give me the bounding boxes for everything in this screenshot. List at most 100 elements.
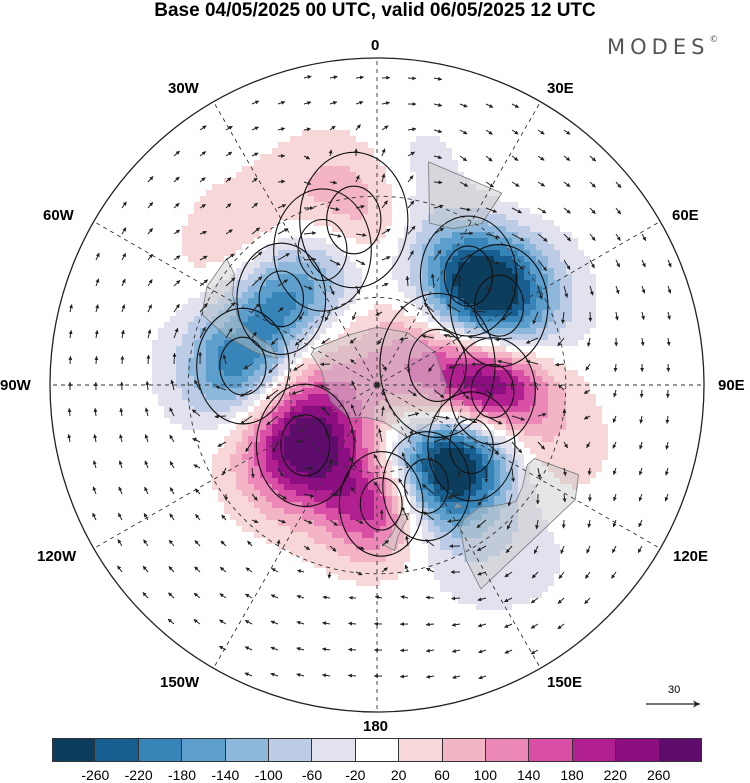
field-cell [422, 148, 428, 154]
field-cell [284, 496, 290, 502]
field-cell [428, 358, 434, 364]
field-cell [524, 238, 530, 244]
field-cell [404, 382, 410, 388]
field-cell [476, 478, 482, 484]
field-cell [476, 568, 482, 574]
field-cell [554, 454, 560, 460]
wind-arrow [537, 129, 545, 135]
field-cell [248, 214, 254, 220]
field-cell [278, 322, 284, 328]
field-cell [320, 202, 326, 208]
field-cell [380, 370, 386, 376]
field-cell [206, 238, 212, 244]
field-cell [302, 334, 308, 340]
field-cell [428, 220, 434, 226]
wind-arrow [348, 621, 357, 626]
wind-arrow [586, 337, 591, 347]
field-cell [218, 226, 224, 232]
field-cell [224, 280, 230, 286]
field-cell [326, 490, 332, 496]
field-cell [452, 178, 458, 184]
wind-arrow [433, 76, 443, 81]
reference-vector [646, 700, 700, 708]
field-cell [506, 226, 512, 232]
field-cell [296, 496, 302, 502]
field-cell [254, 280, 260, 286]
field-cell [356, 418, 362, 424]
field-cell [464, 520, 470, 526]
field-cell [296, 346, 302, 352]
meridian-line [213, 384, 378, 669]
field-cell [584, 430, 590, 436]
field-cell [584, 400, 590, 406]
field-cell [518, 424, 524, 430]
field-cell [302, 496, 308, 502]
field-cell [464, 484, 470, 490]
field-cell [482, 478, 488, 484]
field-cell [344, 520, 350, 526]
field-cell [350, 376, 356, 382]
field-cell [512, 406, 518, 412]
field-cell [278, 286, 284, 292]
field-cell [224, 502, 230, 508]
field-cell [338, 544, 344, 550]
field-cell [206, 322, 212, 328]
field-cell [518, 472, 524, 478]
field-cell [590, 286, 596, 292]
field-cell [512, 526, 518, 532]
field-cell [266, 472, 272, 478]
field-cell [338, 250, 344, 256]
field-cell [212, 346, 218, 352]
field-cell [428, 166, 434, 172]
field-cell [362, 514, 368, 520]
field-cell [428, 496, 434, 502]
field-cell [332, 250, 338, 256]
field-cell [500, 220, 506, 226]
field-cell [380, 442, 386, 448]
field-cell [362, 388, 368, 394]
field-cell [416, 274, 422, 280]
field-cell [440, 196, 446, 202]
field-cell [314, 214, 320, 220]
field-cell [356, 232, 362, 238]
field-cell [506, 328, 512, 334]
field-cell [470, 526, 476, 532]
field-cell [332, 544, 338, 550]
field-cell [356, 352, 362, 358]
field-cell [554, 376, 560, 382]
field-cell [332, 466, 338, 472]
field-cell [320, 412, 326, 418]
field-cell [152, 376, 158, 382]
field-cell [500, 214, 506, 220]
field-cell [266, 376, 272, 382]
field-cell [344, 364, 350, 370]
field-cell [428, 286, 434, 292]
field-cell [224, 394, 230, 400]
wind-arrow [485, 233, 501, 239]
field-cell [188, 394, 194, 400]
field-cell [416, 418, 422, 424]
wind-arrow [225, 177, 232, 183]
field-cell [380, 454, 386, 460]
field-cell [302, 364, 308, 370]
field-cell [284, 460, 290, 466]
wind-arrow [214, 414, 227, 419]
field-cell [434, 436, 440, 442]
field-cell [506, 538, 512, 544]
field-cell [404, 328, 410, 334]
field-cell [482, 346, 488, 352]
field-cell [452, 172, 458, 178]
field-cell [278, 454, 284, 460]
field-cell [458, 454, 464, 460]
meridian-line [376, 101, 541, 386]
field-cell [590, 472, 596, 478]
field-cell [212, 220, 218, 226]
field-cell [572, 292, 578, 298]
field-cell [320, 352, 326, 358]
field-cell [344, 166, 350, 172]
field-cell [374, 184, 380, 190]
field-cell [272, 430, 278, 436]
field-cell [326, 388, 332, 394]
field-cell [530, 550, 536, 556]
field-cell [482, 496, 488, 502]
